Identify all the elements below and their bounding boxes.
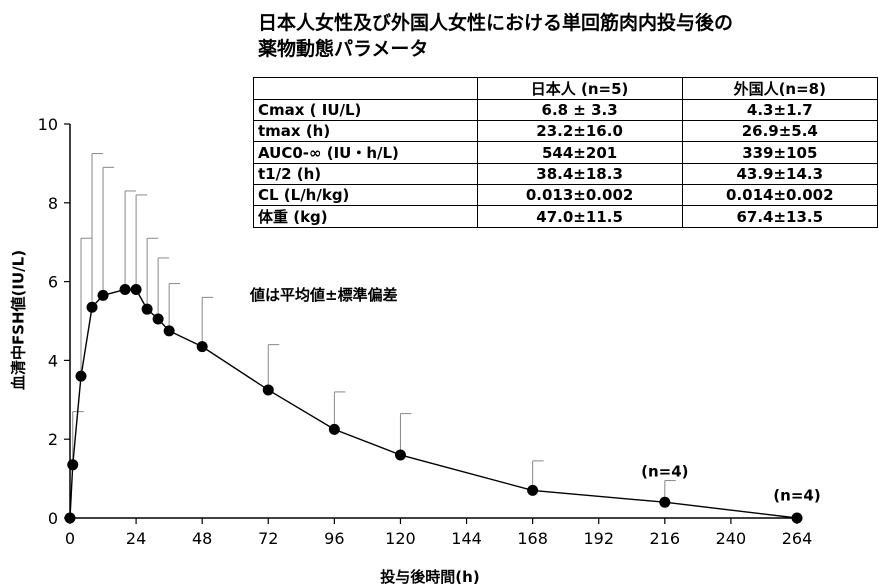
table-header-row: 日本人 (n=5) 外国人(n=8)	[253, 77, 878, 100]
y-tick-label: 6	[48, 273, 58, 292]
param-cell: t1/2 (h)	[253, 163, 478, 185]
japanese-value-cell: 0.013±0.002	[476, 184, 683, 206]
table-row: t1/2 (h) 38.4±18.3 43.9±14.3	[253, 163, 878, 185]
x-tick-label: 48	[192, 529, 212, 548]
inset-title-line2: 薬物動態パラメータ	[258, 38, 429, 60]
header-cell-param	[253, 77, 478, 100]
data-point	[86, 301, 98, 313]
y-tick-label: 8	[48, 194, 58, 213]
table-row: CL (L/h/kg) 0.013±0.002 0.014±0.002	[253, 184, 878, 206]
x-tick-label: 240	[716, 529, 747, 548]
y-tick-label: 4	[48, 351, 58, 370]
data-point	[527, 484, 539, 496]
data-points	[64, 283, 803, 524]
pk-parameter-table: 日本人 (n=5) 外国人(n=8) Cmax ( IU/L) 6.8 ± 3.…	[253, 77, 878, 228]
param-cell: Cmax ( IU/L)	[253, 99, 478, 121]
n-annotation: (n=4)	[641, 463, 688, 481]
x-tick-label: 144	[451, 529, 482, 548]
x-tick-label: 120	[385, 529, 416, 548]
data-point	[163, 325, 175, 337]
x-tick-label: 96	[324, 529, 344, 548]
param-cell: 体重 (kg)	[253, 205, 478, 228]
x-tick-label: 72	[258, 529, 278, 548]
foreign-value-cell: 339±105	[681, 141, 878, 164]
foreign-value-cell: 67.4±13.5	[681, 205, 878, 228]
foreign-value-cell: 26.9±5.4	[681, 120, 878, 142]
foreign-value-cell: 4.3±1.7	[681, 99, 878, 121]
annotations: (n=4) (n=4)	[641, 463, 821, 505]
param-cell: AUC0-∞ (IU・h/L)	[253, 141, 478, 164]
x-tick-label: 168	[517, 529, 548, 548]
data-point	[141, 303, 153, 315]
y-tick-label: 10	[38, 115, 58, 134]
x-tick-label: 24	[126, 529, 146, 548]
y-tick-label: 0	[48, 509, 58, 528]
series-polyline	[69, 288, 798, 519]
series-line	[69, 288, 798, 519]
japanese-value-cell: 6.8 ± 3.3	[476, 99, 683, 121]
japanese-value-cell: 38.4±18.3	[476, 163, 683, 185]
x-tick-label: 192	[583, 529, 614, 548]
table-footnote: 値は平均値±標準偏差	[250, 286, 398, 304]
data-point	[152, 313, 164, 325]
data-point	[97, 289, 109, 301]
data-point	[67, 459, 79, 471]
data-point	[328, 423, 340, 435]
table-row: Cmax ( IU/L) 6.8 ± 3.3 4.3±1.7	[253, 99, 878, 121]
x-axis-label: 投与後時間(h)	[380, 568, 480, 586]
foreign-value-cell: 43.9±14.3	[681, 163, 878, 185]
data-point	[119, 283, 131, 295]
japanese-value-cell: 23.2±16.0	[476, 120, 683, 142]
y-tick-label: 2	[48, 430, 58, 449]
data-point	[64, 512, 76, 524]
data-point	[791, 512, 803, 524]
table-row: 体重 (kg) 47.0±11.5 67.4±13.5	[253, 205, 878, 228]
param-cell: CL (L/h/kg)	[253, 184, 478, 206]
data-point	[262, 384, 274, 396]
data-point	[130, 283, 142, 295]
data-point	[75, 370, 87, 382]
foreign-value-cell: 0.014±0.002	[681, 184, 878, 206]
data-point	[394, 449, 406, 461]
header-cell-foreign: 外国人(n=8)	[681, 77, 878, 100]
japanese-value-cell: 47.0±11.5	[476, 205, 683, 228]
table-row: AUC0-∞ (IU・h/L) 544±201 339±105	[253, 141, 878, 164]
inset-title-line1: 日本人女性及び外国人女性における単回筋肉内投与後の	[258, 12, 734, 34]
n-annotation: (n=4)	[773, 486, 820, 504]
japanese-value-cell: 544±201	[476, 141, 683, 164]
header-cell-japanese: 日本人 (n=5)	[476, 77, 683, 100]
data-point	[196, 341, 208, 353]
x-tick-label: 0	[65, 529, 75, 548]
table-row: tmax (h) 23.2±16.0 26.9±5.4	[253, 120, 878, 142]
x-tick-label: 264	[782, 529, 813, 548]
inset-title: 日本人女性及び外国人女性における単回筋肉内投与後の 薬物動態パラメータ	[258, 10, 868, 62]
y-axis-label: 血清中FSH値(IU/L)	[9, 249, 28, 391]
x-tick-label: 216	[650, 529, 681, 548]
param-cell: tmax (h)	[253, 120, 478, 142]
data-point	[659, 496, 671, 508]
